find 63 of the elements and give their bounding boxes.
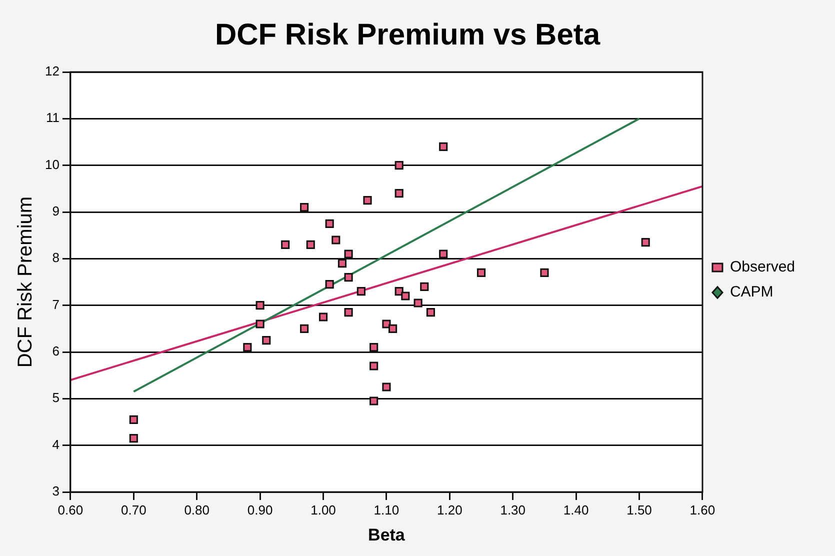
point <box>129 434 138 443</box>
y-tick-label: 12 <box>44 64 60 79</box>
point <box>476 268 486 277</box>
chart-title: DCF Risk Premium vs Beta <box>214 18 600 52</box>
point <box>332 236 340 244</box>
point <box>414 298 422 308</box>
y-tick-label: 11 <box>46 110 60 126</box>
x-tick-label: 0.90 <box>247 502 273 518</box>
legend-label: CAPM <box>730 284 774 301</box>
point <box>281 240 290 249</box>
x-tick-label: 1.30 <box>500 502 526 518</box>
x-tick-label: 1.20 <box>437 502 462 518</box>
x-tick-label: 1.50 <box>626 502 652 518</box>
legend-label: Observed <box>730 258 796 276</box>
point <box>439 142 448 151</box>
point <box>388 324 398 333</box>
point <box>262 336 271 345</box>
x-tick-label: 1.10 <box>374 502 400 518</box>
point <box>394 161 404 170</box>
x-tick-label: 1.60 <box>690 502 716 518</box>
x-tick-label: 1.00 <box>310 502 336 518</box>
point <box>394 189 404 198</box>
point <box>129 415 138 424</box>
point <box>363 196 372 205</box>
x-tick-label: 0.70 <box>121 502 146 518</box>
y-tick-label: 8 <box>52 250 60 266</box>
point <box>370 396 378 406</box>
y-tick-label: 7 <box>52 296 60 312</box>
point <box>641 238 650 247</box>
point <box>356 287 366 296</box>
y-tick-label: 4 <box>52 436 60 452</box>
point <box>382 320 391 328</box>
point <box>382 382 391 392</box>
point <box>256 301 264 310</box>
x-axis-title: Beta <box>368 525 406 544</box>
point <box>243 343 252 352</box>
point <box>318 312 328 322</box>
y-tick-label: 6 <box>52 344 60 359</box>
point <box>338 259 347 268</box>
point <box>370 343 378 352</box>
point <box>401 292 410 300</box>
point <box>306 240 315 249</box>
x-tick-label: 0.60 <box>58 502 84 518</box>
point <box>300 324 309 333</box>
point <box>344 273 353 282</box>
point <box>344 308 353 317</box>
point <box>540 268 549 277</box>
y-tick-label: 10 <box>44 156 60 172</box>
point <box>370 362 378 370</box>
point <box>256 320 264 328</box>
y-tick-label: 5 <box>52 390 60 406</box>
point <box>325 219 334 228</box>
point <box>344 250 353 258</box>
x-tick-label: 1.40 <box>563 502 589 518</box>
x-tick-label: 0.80 <box>184 502 210 518</box>
point <box>325 280 334 289</box>
y-tick-label: 3 <box>52 484 60 499</box>
point <box>420 282 429 291</box>
point <box>300 203 309 212</box>
point <box>439 250 448 258</box>
y-tick-label: 9 <box>52 204 60 219</box>
y-axis-title: DCF Risk Premium <box>14 196 37 368</box>
point <box>426 308 435 317</box>
